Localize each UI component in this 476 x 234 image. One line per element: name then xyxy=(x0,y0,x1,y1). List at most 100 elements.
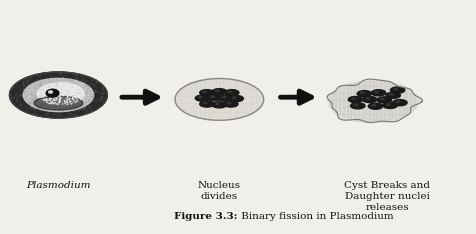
Point xyxy=(73,111,80,115)
Point xyxy=(61,99,69,103)
Text: Plasmodium: Plasmodium xyxy=(26,181,90,190)
Point xyxy=(73,77,80,80)
Point xyxy=(42,97,50,101)
Point xyxy=(62,91,70,95)
Point xyxy=(31,99,39,103)
Point xyxy=(57,86,64,90)
Point xyxy=(67,83,75,87)
Point xyxy=(85,95,92,99)
Ellipse shape xyxy=(224,101,238,107)
Point xyxy=(38,95,46,99)
Point xyxy=(43,102,51,106)
Point xyxy=(45,85,52,88)
Point xyxy=(71,113,79,117)
Point xyxy=(32,77,40,81)
Point xyxy=(41,86,49,90)
Point xyxy=(75,89,83,93)
Point xyxy=(82,101,90,105)
Point xyxy=(51,87,59,91)
Point xyxy=(69,97,76,101)
Point xyxy=(51,91,59,95)
Point xyxy=(47,95,54,99)
Point xyxy=(60,110,68,113)
Point xyxy=(23,109,30,112)
Point xyxy=(59,81,66,85)
Point xyxy=(36,110,43,113)
Point xyxy=(17,104,25,108)
Point xyxy=(50,84,57,88)
Point xyxy=(37,81,44,85)
Point xyxy=(52,97,60,101)
Point xyxy=(71,86,79,90)
Ellipse shape xyxy=(212,89,227,95)
Point xyxy=(91,99,99,103)
Point xyxy=(66,108,74,111)
Point xyxy=(53,93,60,97)
Point xyxy=(28,101,35,105)
Point xyxy=(67,99,74,103)
Point xyxy=(54,83,62,87)
Point xyxy=(36,92,43,96)
Point xyxy=(65,116,72,119)
Point xyxy=(65,89,73,93)
Point xyxy=(64,102,72,106)
Point xyxy=(56,97,63,101)
Point xyxy=(36,104,43,108)
Point xyxy=(71,90,79,93)
Point xyxy=(59,79,67,82)
Point xyxy=(75,102,83,105)
Point xyxy=(68,86,75,90)
Point xyxy=(67,77,75,80)
Point xyxy=(49,102,56,105)
Point xyxy=(67,105,74,108)
Point xyxy=(26,92,34,96)
Point xyxy=(29,108,36,112)
Point xyxy=(49,78,57,82)
Point xyxy=(41,84,49,88)
Point xyxy=(60,87,68,91)
Point xyxy=(37,73,45,76)
Point xyxy=(64,92,72,96)
Point xyxy=(37,108,45,112)
Point xyxy=(42,98,50,102)
Point xyxy=(52,110,60,114)
Point xyxy=(76,98,83,101)
Ellipse shape xyxy=(361,92,365,94)
Point xyxy=(50,92,58,96)
Point xyxy=(17,102,25,106)
Point xyxy=(56,109,63,112)
Point xyxy=(55,100,63,103)
Point xyxy=(47,98,55,101)
Point xyxy=(43,108,51,112)
Point xyxy=(61,91,69,95)
Point xyxy=(60,98,67,102)
Point xyxy=(33,77,41,81)
Point xyxy=(70,84,78,88)
Point xyxy=(60,74,68,78)
Point xyxy=(76,90,83,94)
Point xyxy=(71,95,79,99)
Point xyxy=(38,93,46,97)
Point xyxy=(78,90,86,94)
Point xyxy=(66,90,74,94)
Point xyxy=(81,90,89,93)
Point xyxy=(46,96,53,99)
Point xyxy=(36,75,44,79)
Point xyxy=(65,86,73,89)
Point xyxy=(42,86,50,90)
Point xyxy=(44,112,51,115)
Point xyxy=(24,89,32,93)
Point xyxy=(42,113,50,117)
Ellipse shape xyxy=(46,89,59,97)
Point xyxy=(75,99,83,103)
Point xyxy=(83,87,91,91)
Point xyxy=(64,97,72,101)
Point xyxy=(7,96,15,100)
Point xyxy=(38,78,46,81)
Point xyxy=(66,106,73,110)
Point xyxy=(68,82,76,86)
Point xyxy=(73,100,80,104)
Point xyxy=(45,98,52,102)
Point xyxy=(83,99,90,102)
Point xyxy=(84,93,92,97)
